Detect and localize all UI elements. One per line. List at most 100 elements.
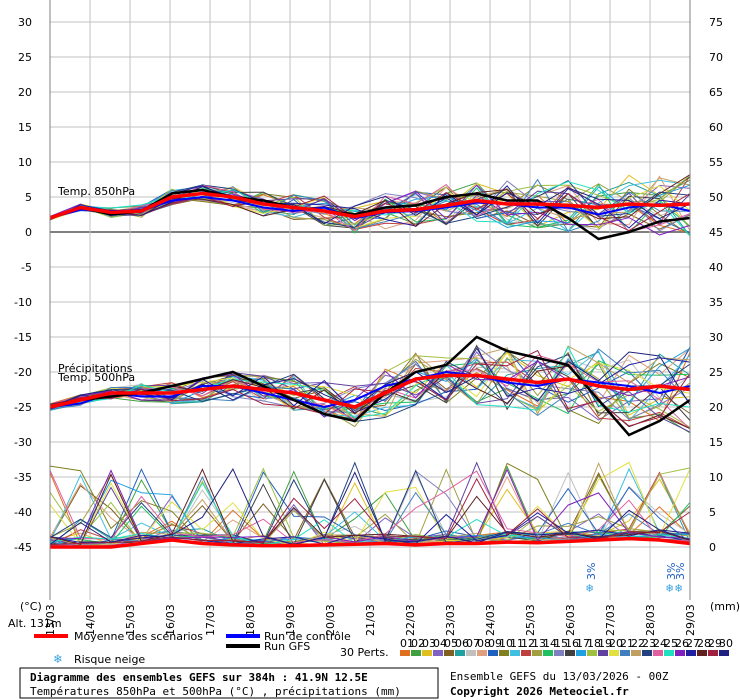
pert-swatch <box>444 650 454 656</box>
x-tick-label: 21/03 <box>364 604 377 636</box>
pert-number: 13 <box>532 637 546 650</box>
main-runs <box>49 188 691 549</box>
x-tick-label: 17/03 <box>204 604 217 636</box>
left-tick-label: -20 <box>14 366 32 379</box>
pert-number: 02 <box>411 637 425 650</box>
left-unit: (°C) <box>20 600 42 613</box>
pert-number: 05 <box>444 637 458 650</box>
x-tick-label: 25/03 <box>524 604 537 636</box>
pert-number: 06 <box>455 637 469 650</box>
pert-swatch <box>455 650 465 656</box>
right-tick-label: 15 <box>709 436 723 449</box>
x-tick-label: 16/03 <box>164 604 177 636</box>
left-tick-label: -15 <box>14 331 32 344</box>
pert-number: 27 <box>686 637 700 650</box>
pert-number: 28 <box>697 637 711 650</box>
member-t500-line <box>49 349 691 427</box>
x-tick-label: 18/03 <box>244 604 257 636</box>
member-t500-line <box>49 355 691 428</box>
pert-swatch <box>510 650 520 656</box>
member-precip-line <box>49 495 691 547</box>
pert-number: 25 <box>664 637 678 650</box>
left-tick-label: 5 <box>25 191 32 204</box>
legend-mean-label: Moyenne des scénarios <box>74 630 203 643</box>
right-tick-label: 30 <box>709 331 723 344</box>
x-tick-label: 20/03 <box>324 604 337 636</box>
pert-number: 16 <box>565 637 579 650</box>
pert-swatch <box>620 650 630 656</box>
pert-swatch <box>609 650 619 656</box>
right-tick-label: 25 <box>709 366 723 379</box>
legend-control-label: Run de contrôle <box>264 630 351 643</box>
snow-risk-icon: ❄ <box>666 581 673 595</box>
legend-snow-label: Risque neige <box>74 653 145 666</box>
left-tick-label: -10 <box>14 296 32 309</box>
snowflake-icon: ❄ <box>53 652 62 667</box>
pert-number: 30 <box>719 637 733 650</box>
t500-label: Temp. 500hPa <box>57 371 135 384</box>
t850-label: Temp. 850hPa <box>57 185 135 198</box>
right-unit: (mm) <box>710 600 740 613</box>
member-precip-line <box>49 468 691 545</box>
pert-number: 19 <box>598 637 612 650</box>
right-tick-label: 75 <box>709 16 723 29</box>
pert-swatch <box>466 650 476 656</box>
right-tick-label: 0 <box>709 541 716 554</box>
mean-t850-line <box>49 191 691 220</box>
pert-swatch <box>521 650 531 656</box>
right-tick-label: 60 <box>709 121 723 134</box>
snow-risk-icon: ❄ <box>675 581 682 595</box>
x-tick-label: 24/03 <box>484 604 497 636</box>
pert-swatch <box>554 650 564 656</box>
right-tick-label: 65 <box>709 86 723 99</box>
pert-swatch <box>488 650 498 656</box>
left-tick-label: 10 <box>18 156 32 169</box>
member-precip-line <box>49 468 691 545</box>
x-tick-label: 26/03 <box>564 604 577 636</box>
perturbation-legend: 0102030405060708091011121314151617181920… <box>400 637 733 656</box>
right-tick-label: 50 <box>709 191 723 204</box>
member-precip-line <box>49 477 691 546</box>
pert-swatch <box>598 650 608 656</box>
x-tick-label: 14/03 <box>84 604 97 636</box>
right-tick-label: 45 <box>709 226 723 239</box>
pert-number: 08 <box>477 637 491 650</box>
left-tick-label: -25 <box>14 401 32 414</box>
pert-number: 10 <box>499 637 513 650</box>
pert-swatch <box>664 650 674 656</box>
pert-number: 01 <box>400 637 414 650</box>
x-tick-label: 13/03 <box>44 604 57 636</box>
right-tick-label: 20 <box>709 401 723 414</box>
right-tick-label: 70 <box>709 51 723 64</box>
chart-subtitle: Températures 850hPa et 500hPa (°C) , pré… <box>30 685 401 698</box>
right-tick-label: 55 <box>709 156 723 169</box>
pert-swatch <box>719 650 729 656</box>
altitude-label: Alt. 131m <box>8 617 62 630</box>
pert-swatch <box>411 650 421 656</box>
pert-number: 03 <box>422 637 436 650</box>
pert-swatch <box>686 650 696 656</box>
x-tick-label: 27/03 <box>604 604 617 636</box>
pert-number: 07 <box>466 637 480 650</box>
left-tick-label: -35 <box>14 471 32 484</box>
legend-gfs-label: Run GFS <box>264 640 310 653</box>
pert-number: 21 <box>620 637 634 650</box>
pert-number: 11 <box>510 637 524 650</box>
x-tick-label: 15/03 <box>124 604 137 636</box>
axes: 302520151050-5-10-15-20-25-30-35-40-4575… <box>14 0 723 636</box>
member-precip-line <box>49 469 691 544</box>
chart-title: Diagramme des ensembles GEFS sur 384h : … <box>30 671 368 684</box>
pert-number: 12 <box>521 637 535 650</box>
mean-t500-line <box>49 373 691 409</box>
pert-swatch <box>543 650 553 656</box>
pert-number: 17 <box>576 637 590 650</box>
left-tick-label: -40 <box>14 506 32 519</box>
pert-swatch <box>422 650 432 656</box>
pert-number: 20 <box>609 637 623 650</box>
left-tick-label: 0 <box>25 226 32 239</box>
pert-swatch <box>532 650 542 656</box>
x-tick-label: 19/03 <box>284 604 297 636</box>
perts-label: 30 Perts. <box>340 646 389 659</box>
member-t500-line <box>49 354 691 430</box>
